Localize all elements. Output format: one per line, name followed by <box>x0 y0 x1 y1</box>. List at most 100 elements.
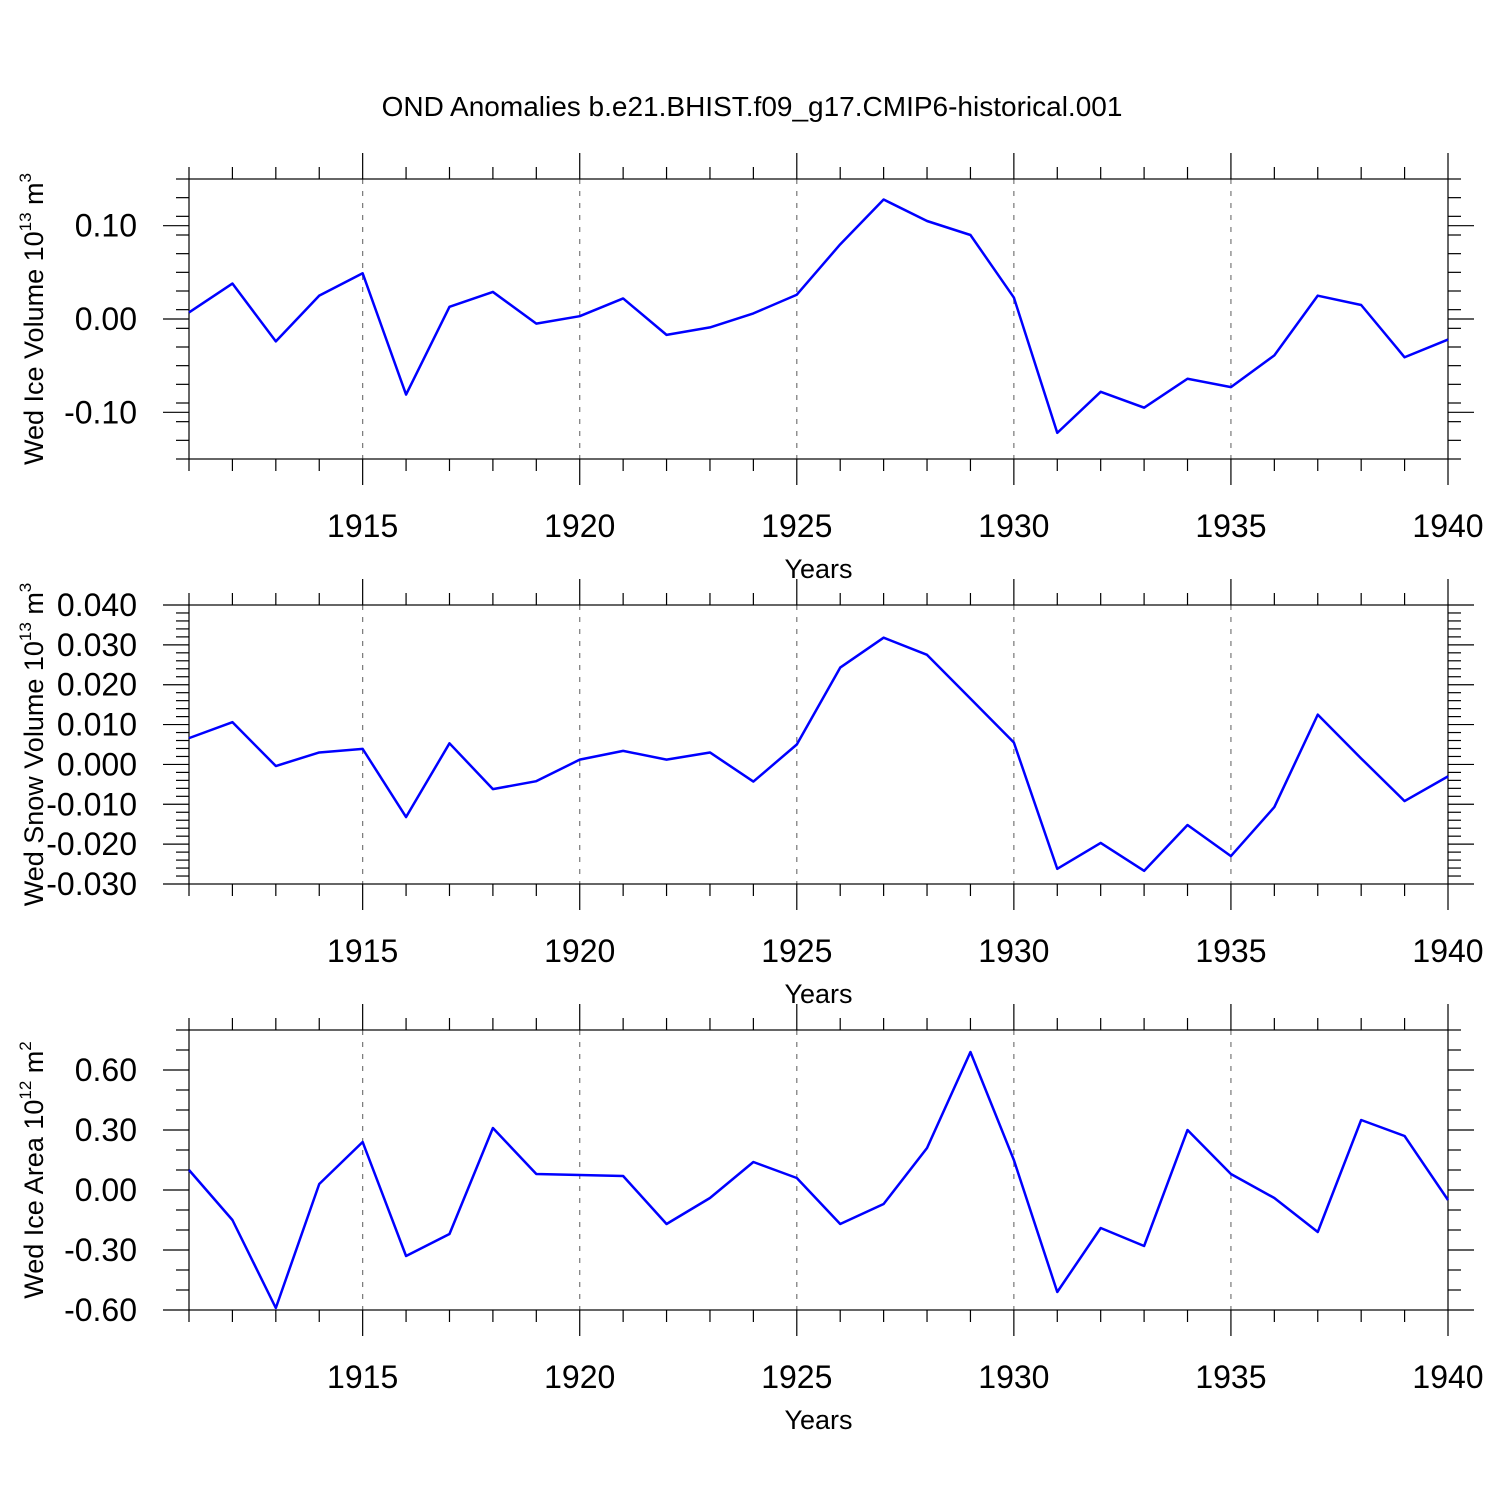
data-point <box>1186 1128 1190 1132</box>
data-point <box>404 815 408 819</box>
data-point <box>708 325 712 329</box>
x-tick-label: 1930 <box>978 508 1049 544</box>
data-point <box>534 779 538 783</box>
data-point <box>361 747 365 751</box>
data-point <box>1012 1158 1016 1162</box>
x-tick-label: 1915 <box>327 1359 398 1395</box>
data-point <box>1186 823 1190 827</box>
data-point <box>187 736 191 740</box>
y-axis-title: Wed Ice Volume 1013 m3 <box>16 173 49 465</box>
x-tick-label: 1935 <box>1195 508 1266 544</box>
y-axis-title-main: Wed Ice Volume 10 <box>19 231 49 465</box>
data-point <box>665 1222 669 1226</box>
data-point <box>968 1050 972 1054</box>
plot-frame <box>188 1029 1449 1311</box>
data-point <box>838 242 842 246</box>
panel-ice-area: 1915 1920 1925 1930 1935 1940 Years -0.60 -0.30 0… <box>16 1004 1484 1435</box>
x-axis-title: Years <box>784 554 852 584</box>
data-point <box>1142 1244 1146 1248</box>
y-axis-title: Wed Ice Area 1012 m2 <box>16 1041 49 1299</box>
data-point <box>404 1254 408 1258</box>
data-point <box>1099 390 1103 394</box>
data-point <box>1142 406 1146 410</box>
data-point <box>882 636 886 640</box>
data-point <box>1142 869 1146 873</box>
data-point <box>1359 756 1363 760</box>
data-point <box>1446 338 1450 342</box>
data-point <box>882 1202 886 1206</box>
panels: 1915 1920 1925 1930 1935 1940 Years -0.10 0.00 0.… <box>16 153 1484 1435</box>
data-point <box>534 1172 538 1176</box>
panel-ice-volume: 1915 1920 1925 1930 1935 1940 Years -0.10 0.00 0.… <box>16 153 1484 584</box>
plot-frame <box>188 604 1449 885</box>
x-tick-label: 1930 <box>978 1359 1049 1395</box>
data-point <box>1316 294 1320 298</box>
data-point <box>274 1306 278 1310</box>
data-point <box>795 743 799 747</box>
y-axis-title-exponent: 12 <box>16 1081 35 1100</box>
data-point <box>621 1174 625 1178</box>
series-line-ice-volume <box>188 198 1449 435</box>
y-axis-title-exponent: 13 <box>16 622 35 641</box>
data-point <box>751 311 755 315</box>
data-point <box>925 219 929 223</box>
data-point <box>491 787 495 791</box>
data-point <box>187 310 191 314</box>
x-tick-label: 1940 <box>1412 933 1483 969</box>
y-tick-label: -0.30 <box>64 1232 137 1268</box>
data-point <box>838 666 842 670</box>
x-tick-label: 1925 <box>761 933 832 969</box>
data-point <box>447 741 451 745</box>
data-point <box>230 720 234 724</box>
data-point <box>404 393 408 397</box>
data-point <box>1359 303 1363 307</box>
y-axis-title-unit-exponent: 3 <box>16 583 35 592</box>
x-axis-title: Years <box>784 1405 852 1435</box>
y-axis-title-unit-exponent: 2 <box>16 1041 35 1050</box>
data-point <box>1186 377 1190 381</box>
data-point <box>1403 1134 1407 1138</box>
data-point <box>361 271 365 275</box>
y-tick-label: 0.010 <box>57 707 137 743</box>
y-tick-label: -0.010 <box>46 786 137 822</box>
data-point <box>491 1126 495 1130</box>
data-point <box>578 1173 582 1177</box>
data-point <box>1229 1172 1233 1176</box>
data-point <box>1446 1198 1450 1202</box>
data-point <box>230 282 234 286</box>
data-point <box>1316 713 1320 717</box>
y-tick-label: 0.00 <box>75 1172 137 1208</box>
y-tick-label: 0.030 <box>57 627 137 663</box>
data-point <box>317 1182 321 1186</box>
data-point <box>1446 774 1450 778</box>
data-point <box>1012 741 1016 745</box>
data-point <box>708 1196 712 1200</box>
x-axis-title: Years <box>784 979 852 1009</box>
data-point <box>1099 841 1103 845</box>
y-tick-label: 0.60 <box>75 1052 137 1088</box>
data-point <box>968 697 972 701</box>
data-point <box>882 198 886 202</box>
y-axis-title: Wed Snow Volume 1013 m3 <box>16 583 49 907</box>
y-tick-label: -0.10 <box>64 394 137 430</box>
data-point <box>274 764 278 768</box>
x-tick-label: 1940 <box>1412 508 1483 544</box>
x-tick-label: 1915 <box>327 508 398 544</box>
x-tick-label: 1920 <box>544 1359 615 1395</box>
data-point <box>1272 805 1276 809</box>
chart-title: OND Anomalies b.e21.BHIST.f09_g17.CMIP6-… <box>382 91 1123 122</box>
data-point <box>1099 1226 1103 1230</box>
data-point <box>1012 296 1016 300</box>
data-point <box>534 322 538 326</box>
panel-snow-volume: 1915 1920 1925 1930 1935 1940 Years -0.030 -0.02… <box>16 579 1484 1009</box>
data-point <box>578 314 582 318</box>
data-point <box>230 1218 234 1222</box>
data-point <box>1055 1290 1059 1294</box>
data-point <box>621 296 625 300</box>
data-point <box>1055 431 1059 435</box>
y-axis-title-unit-exponent: 3 <box>16 173 35 182</box>
data-point <box>751 1160 755 1164</box>
x-tick-label: 1940 <box>1412 1359 1483 1395</box>
x-tick-label: 1925 <box>761 508 832 544</box>
